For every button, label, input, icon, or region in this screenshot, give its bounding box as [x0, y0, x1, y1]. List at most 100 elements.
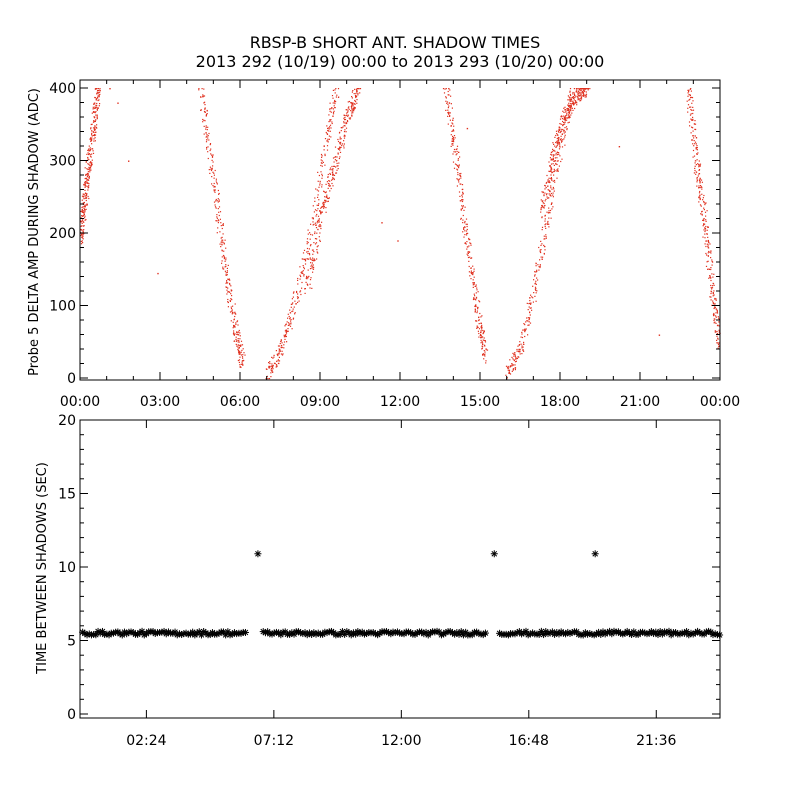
amplitude-point — [205, 128, 207, 130]
amplitude-point — [574, 102, 576, 104]
amplitude-point — [97, 90, 99, 92]
amplitude-point — [715, 316, 717, 318]
amplitude-point — [464, 220, 466, 223]
amplitude-point — [580, 90, 582, 92]
amplitude-point — [447, 94, 449, 96]
amplitude-point — [306, 243, 308, 245]
amplitude-point — [207, 151, 209, 153]
amplitude-point — [699, 198, 701, 200]
amplitude-point — [84, 181, 86, 184]
amplitude-point — [464, 234, 466, 236]
amplitude-point — [223, 268, 225, 270]
amplitude-point — [84, 167, 86, 169]
amplitude-point — [552, 158, 554, 160]
amplitude-point — [222, 224, 224, 226]
amplitude-point — [345, 115, 347, 117]
amplitude-point — [345, 109, 347, 111]
amplitude-point — [543, 244, 545, 246]
amplitude-point — [81, 240, 83, 242]
amplitude-point — [269, 366, 271, 368]
amplitude-point — [230, 306, 232, 308]
amplitude-point — [91, 159, 93, 161]
amplitude-point — [478, 300, 480, 302]
amplitude-point — [293, 291, 295, 293]
amplitude-point — [328, 185, 330, 187]
amplitude-point — [87, 157, 89, 159]
amplitude-point — [563, 138, 565, 140]
amplitude-point — [94, 106, 96, 108]
amplitude-point — [279, 342, 281, 345]
amplitude-point — [204, 108, 206, 110]
amplitude-point — [343, 135, 345, 137]
amplitude-point — [582, 89, 584, 91]
amplitude-point — [317, 215, 320, 217]
amplitude-point — [482, 346, 484, 348]
amplitude-point — [222, 254, 225, 257]
amplitude-point — [516, 357, 518, 359]
amplitude-point — [544, 204, 546, 207]
amplitude-point — [271, 365, 273, 367]
amplitude-point — [219, 218, 221, 220]
amplitude-point — [343, 137, 346, 139]
amplitude-point — [270, 367, 273, 370]
amplitude-point — [714, 321, 716, 323]
amplitude-point — [206, 139, 208, 141]
amplitude-point — [297, 277, 299, 280]
amplitude-point — [694, 165, 696, 167]
amplitude-point — [84, 178, 86, 180]
amplitude-point — [699, 182, 701, 184]
amplitude-point — [310, 233, 312, 236]
amplitude-point — [88, 153, 90, 156]
amplitude-point — [467, 252, 469, 254]
amplitude-point — [276, 360, 278, 362]
amplitude-point — [85, 177, 87, 179]
amplitude-point — [83, 183, 85, 186]
amplitude-point — [584, 96, 586, 98]
amplitude-point — [696, 145, 698, 147]
amplitude-point — [707, 245, 709, 248]
amplitude-point — [318, 174, 320, 177]
amplitude-point — [548, 170, 550, 172]
amplitude-point — [327, 187, 329, 189]
amplitude-point — [692, 156, 694, 158]
amplitude-point — [458, 178, 460, 180]
amplitude-point — [704, 229, 707, 231]
amplitude-point — [584, 88, 586, 91]
amplitude-point — [462, 192, 464, 194]
amplitude-point — [694, 143, 696, 145]
amplitude-point — [712, 300, 714, 302]
amplitude-point — [352, 105, 354, 107]
amplitude-point — [227, 306, 229, 308]
amplitude-point — [699, 194, 701, 196]
amplitude-point — [84, 183, 86, 185]
amplitude-point — [96, 108, 98, 110]
amplitude-point — [454, 163, 457, 165]
amplitude-point — [325, 131, 327, 134]
amplitude-point — [96, 102, 98, 105]
amplitude-point — [462, 219, 464, 221]
amplitude-point — [82, 231, 84, 233]
amplitude-point — [579, 88, 581, 90]
amplitude-point — [470, 242, 472, 245]
amplitude-point — [91, 148, 93, 150]
amplitude-point — [458, 165, 460, 167]
amplitude-point — [210, 169, 213, 172]
amplitude-point — [339, 149, 341, 151]
amplitude-point — [291, 298, 293, 300]
amplitude-point — [309, 283, 311, 285]
amplitude-point — [316, 213, 318, 216]
amplitude-point — [320, 153, 323, 156]
amplitude-point — [205, 125, 207, 127]
amplitude-point — [230, 285, 232, 287]
amplitude-point — [540, 211, 542, 213]
amplitude-point — [717, 338, 719, 340]
amplitude-point — [84, 217, 86, 219]
amplitude-point — [539, 249, 541, 251]
amplitude-point — [464, 230, 466, 232]
amplitude-point — [717, 347, 719, 349]
amplitude-point — [443, 92, 446, 94]
amplitude-point — [553, 190, 555, 192]
amplitude-point — [318, 225, 320, 227]
amplitude-point — [580, 99, 582, 102]
amplitude-point — [88, 168, 90, 170]
